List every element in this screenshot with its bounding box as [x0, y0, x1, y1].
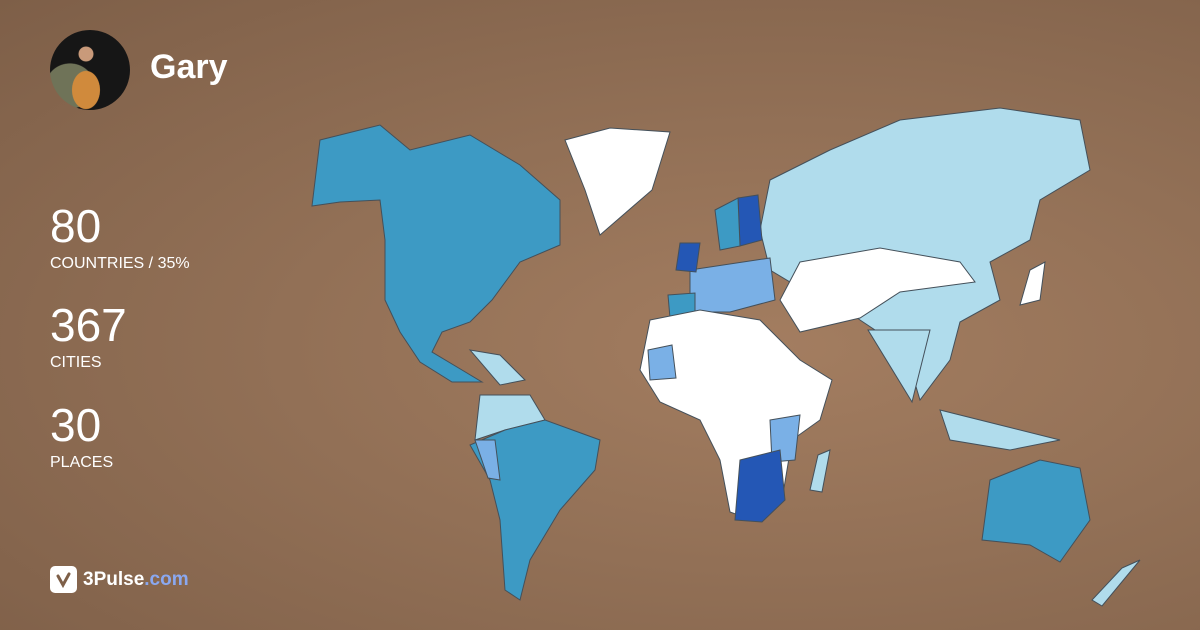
region-india[interactable]: [867, 329, 931, 404]
region-australia[interactable]: [981, 459, 1091, 563]
brand-domain: .com: [144, 568, 189, 590]
region-west-africa[interactable]: [647, 344, 677, 381]
countries-count: 80: [50, 200, 102, 252]
stat-countries: 80 COUNTRIES / 35%: [50, 203, 190, 273]
cities-count: 367: [50, 299, 127, 351]
brand-logo[interactable]: 3Pulse.com: [50, 566, 189, 593]
region-southern-africa[interactable]: [734, 449, 786, 523]
countries-label: COUNTRIES / 35%: [50, 255, 190, 272]
region-central-asia-china[interactable]: [779, 247, 976, 333]
region-europe[interactable]: [689, 257, 776, 313]
cities-label: CITIES: [50, 354, 102, 371]
region-africa[interactable]: [639, 309, 833, 521]
region-russia-asia[interactable]: [759, 107, 1091, 402]
region-north-america[interactable]: [311, 124, 561, 383]
region-southeast-asia[interactable]: [939, 409, 1061, 451]
places-label: PLACES: [50, 454, 114, 471]
region-scandinavia[interactable]: [737, 194, 763, 247]
region-peru[interactable]: [474, 439, 501, 481]
region-greenland[interactable]: [564, 127, 671, 236]
region-norway[interactable]: [714, 197, 741, 251]
region-caribbean[interactable]: [468, 349, 527, 386]
region-madagascar[interactable]: [809, 449, 831, 493]
region-uk[interactable]: [675, 242, 701, 273]
stat-cities: 367 CITIES: [50, 302, 127, 372]
pulse-logo-icon: [50, 566, 77, 593]
region-japan[interactable]: [1019, 261, 1046, 306]
brand-name: 3Pulse: [83, 568, 145, 590]
stat-places: 30 PLACES: [50, 402, 113, 472]
avatar: [50, 30, 130, 110]
places-count: 30: [50, 399, 102, 451]
region-new-zealand[interactable]: [1091, 559, 1141, 607]
user-name: Gary: [150, 48, 228, 86]
